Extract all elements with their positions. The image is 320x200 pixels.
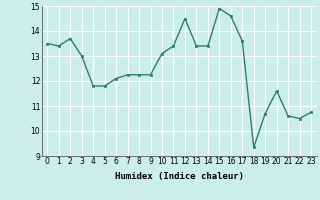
X-axis label: Humidex (Indice chaleur): Humidex (Indice chaleur) (115, 172, 244, 181)
